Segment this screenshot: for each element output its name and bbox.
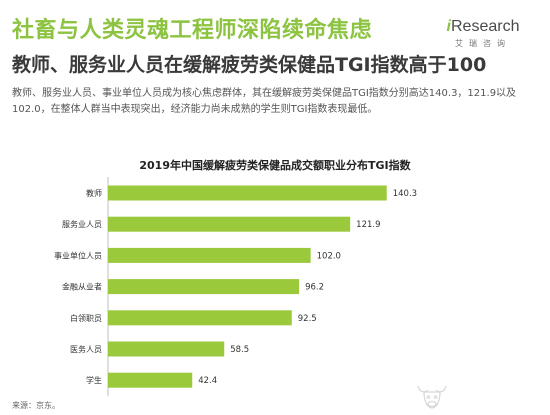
page-description: 教师、服务业人员、事业单位人员成为核心焦虑群体，其在缓解疲劳类保健品TGI指数分… <box>12 88 517 115</box>
category-label: 学生 <box>86 375 102 385</box>
ox-head-watermark-icon <box>417 385 447 409</box>
logo-research: Research <box>450 18 520 35</box>
value-label: 121.9 <box>356 220 380 230</box>
category-label: 白领职员 <box>70 313 102 323</box>
value-label: 58.5 <box>230 345 249 355</box>
iresearch-logo: iResearch 艾瑞咨询 <box>438 18 528 49</box>
bar <box>108 185 387 201</box>
bar <box>108 310 292 326</box>
value-label: 96.2 <box>305 283 324 293</box>
category-label: 服务业人员 <box>62 219 102 229</box>
category-label: 金融从业者 <box>62 282 102 292</box>
bar <box>108 372 193 388</box>
category-label: 事业单位人员 <box>54 250 102 260</box>
value-label: 102.0 <box>317 251 341 261</box>
category-label: 医务人员 <box>70 344 102 354</box>
value-label: 42.4 <box>198 376 217 386</box>
page-title: 社畜与人类灵魂工程师深陷续命焦虑 <box>12 18 373 43</box>
bar <box>108 341 225 357</box>
source-note: 来源：京东。 <box>12 401 60 410</box>
bar <box>108 279 300 295</box>
value-label: 140.3 <box>393 189 417 199</box>
logo-subtitle: 艾瑞咨询 <box>455 39 511 48</box>
logo-i: i <box>446 18 451 35</box>
bar <box>108 216 351 232</box>
page-subtitle: 教师、服务业人员在缓解疲劳类保健品TGI指数高于100 <box>12 54 487 76</box>
chart-title: 2019年中国缓解疲劳类保健品成交额职业分布TGI指数 <box>139 159 411 172</box>
logo-wordmark: iResearch <box>438 18 528 36</box>
bar <box>108 247 311 263</box>
category-label: 教师 <box>86 188 102 198</box>
value-label: 92.5 <box>298 314 317 324</box>
